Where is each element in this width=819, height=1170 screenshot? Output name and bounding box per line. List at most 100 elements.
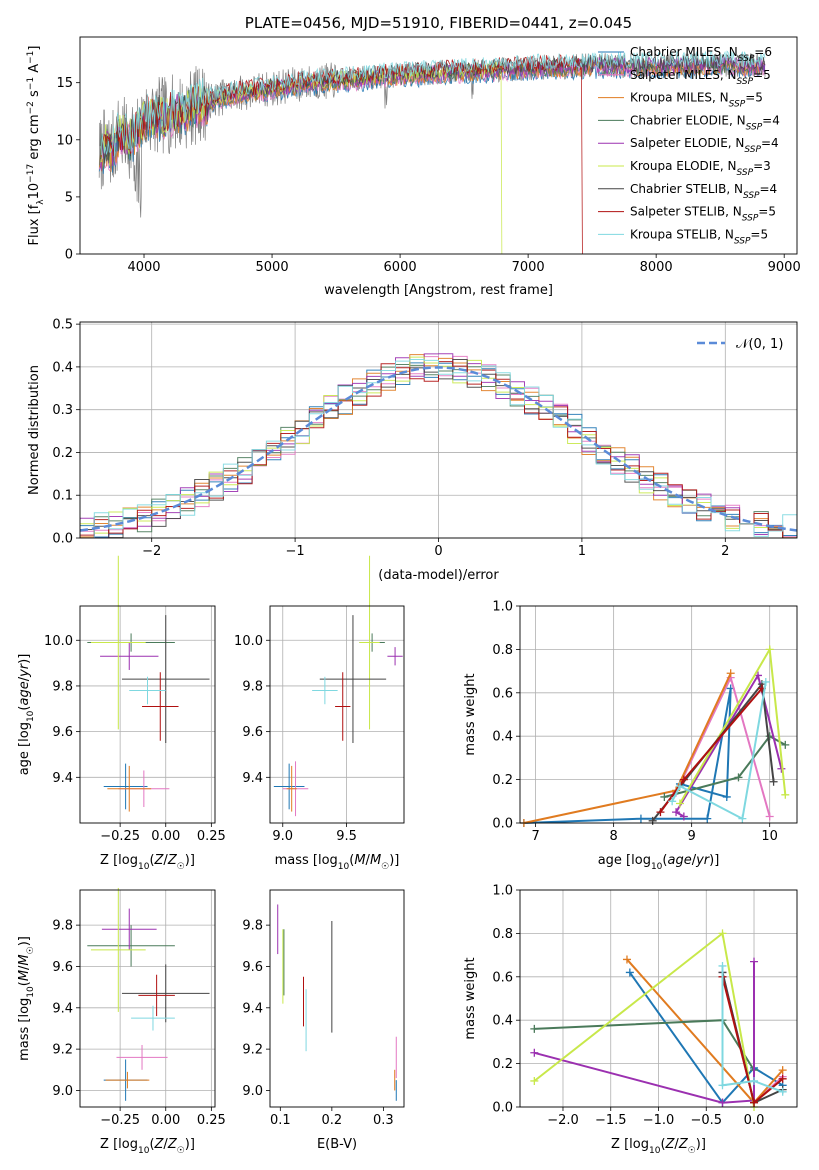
x-tick-label: 7 [531,829,539,844]
axes-frame [519,605,798,824]
x-tick-label: −2 [142,544,161,559]
legend-label-salpeter_miles: Salpeter MILES, NSSP=5 [630,68,771,87]
weight-marker-kroupa_stelib [761,677,770,686]
x-tick-label: −0.25 [100,829,140,844]
legend-label-kroupa_elodie: Kroupa ELODIE, NSSP=3 [630,159,771,178]
xlabel-ebv: E(B-V) [317,1137,357,1152]
x-tick-label: 6000 [384,260,417,275]
x-tick-label: 8 [609,829,617,844]
weight-marker-kroupa_elodie [765,645,774,654]
y-tick-label: 9.6 [52,960,73,975]
legend-label-salpeter_elodie: Salpeter ELODIE, NSSP=4 [630,136,779,155]
y-tick-label: 5 [65,190,73,205]
x-tick-label: 0.00 [151,829,180,844]
y-tick-label: 1.0 [492,884,513,899]
residuals-xlabel: (data-model)/error [378,568,499,583]
axes-ebv_mass: 0.1 0.2 0.3 9.0 9.2 9.4 9.6 9.8 E(B-V) [242,889,405,1152]
mass_age-points [273,555,403,817]
spectrum-title: PLATE=0456, MJD=51910, FIBERID=0441, z=0… [245,14,632,32]
weight-marker-chabrier_miles [625,968,634,977]
x-tick-label: 1 [578,544,586,559]
ebv_mass-points [277,904,397,1101]
weight-marker-salpeter_elodie [750,957,759,966]
y-tick-label: 10 [56,133,73,148]
x-tick-label: −1 [286,544,305,559]
xlabel-age: age [log10(age/yr)] [598,853,720,872]
weight-marker-salpeter_elodie [718,1098,727,1107]
weight-marker-chabrier_elodie [660,792,669,801]
axes-frame [79,605,216,824]
xlabel-mass: mass [log10(M/M☉)] [275,853,400,872]
y-tick-label: 1.0 [492,600,513,615]
axes-residuals: −2 −1 0 1 2 0.0 0.1 0.2 0.3 0.4 0.5 (data-model)/er… [27,318,798,583]
weight-line-kroupa_stelib [721,966,784,1093]
age_weight-lines [519,645,790,827]
weight-line-chabrier_miles [523,688,732,824]
weight-line-salpeter_elodie [674,672,783,818]
weight-marker-kroupa_stelib [778,1087,787,1096]
axes-spectrum: 4000 5000 6000 7000 8000 9000 0 5 10 15 PLATE=0456… [26,14,801,298]
y-tick-label: 0.4 [52,360,73,375]
z_weight-ylabel: mass weight [463,957,478,1039]
y-tick-label: 0.8 [492,927,513,942]
y-tick-label: 0.5 [52,318,73,333]
z_weight-lines [530,929,787,1111]
x-tick-label: 5000 [256,260,289,275]
x-tick-label: 9.0 [272,829,293,844]
x-tick-label: −0.5 [690,1113,722,1128]
weight-marker-chabrier_elodie [734,773,743,782]
x-tick-label: −1.0 [643,1113,675,1128]
weight-marker-kroupa_stelib [750,1076,759,1085]
xlabel-metallicity: Z [log10(Z/Z☉)] [100,853,195,872]
y-tick-label: 10.0 [234,634,263,649]
y-tick-label: 9.4 [242,1001,263,1016]
x-tick-label: −0.25 [100,1113,140,1128]
ylabel-mass: mass [log10(M/M☉)] [17,936,36,1061]
weight-line-kroupa_miles [626,958,784,1105]
y-tick-label: 0.6 [492,970,513,985]
x-tick-label: 0.3 [373,1113,394,1128]
weight-marker-chabrier_stelib [769,777,778,786]
weight-line-kroupa_miles [523,672,732,824]
weight-line-chabrier_stelib [651,681,775,822]
z_age-points [87,555,210,812]
legend-label-salpeter_stelib: Salpeter STELIB, NSSP=5 [630,205,776,224]
legend-label-chabrier_elodie: Chabrier ELODIE, NSSP=4 [630,113,780,132]
axes-frame [269,605,405,824]
axes-z_mass: −0.25 0.00 0.25 9.0 9.2 9.4 9.6 9.8 Z [log10(Z/Z… [17,887,226,1156]
weight-line-salpeter_elodie [534,961,755,1104]
y-tick-label: 9.2 [242,1043,263,1058]
y-tick-label: 0.0 [52,532,73,547]
axes-age_weight: 7 8 9 10 0.0 0.2 0.4 0.6 0.8 1.0 age [log10(age/yr… [463,600,798,872]
y-tick-label: 9.4 [52,771,73,786]
y-tick-label: 9.0 [242,1084,263,1099]
x-tick-label: 0.2 [322,1113,343,1128]
weight-line-chabrier_elodie [664,734,786,798]
axes-frame [79,36,798,255]
axes-frame [79,889,216,1108]
x-tick-label: 9.5 [336,829,357,844]
y-tick-label: 9.4 [52,1001,73,1016]
weight-marker-kroupa_miles [622,955,631,964]
weight-marker-salpeter_stelib [750,1098,759,1107]
y-tick-label: 9.8 [52,919,73,934]
weight-marker-salpeter_elodie [672,808,681,817]
weight-marker-kroupa_stelib [718,1081,727,1090]
axes-frame [269,889,405,1108]
x-tick-label: 10 [761,829,778,844]
x-tick-label: 9000 [768,260,801,275]
weight-marker-salpeter_stelib [656,808,665,817]
y-tick-label: 0.4 [492,1014,513,1029]
y-tick-label: 9.6 [242,725,263,740]
y-tick-label: 0.2 [492,773,513,788]
legend-label-kroupa_miles: Kroupa MILES, NSSP=5 [630,91,763,110]
y-tick-label: 0.2 [492,1057,513,1072]
spectrum-legend: Chabrier MILES, NSSP=6 Salpeter MILES, NS… [598,45,780,246]
weight-marker-chabrier_miles [703,814,712,823]
weight-marker-kroupa_miles [726,669,735,678]
x-tick-label: 0 [434,544,442,559]
x-tick-label: 7000 [512,260,545,275]
weight-marker-kroupa_stelib [738,814,747,823]
age_weight-ylabel: mass weight [463,673,478,755]
spectrum-plot [98,50,766,254]
